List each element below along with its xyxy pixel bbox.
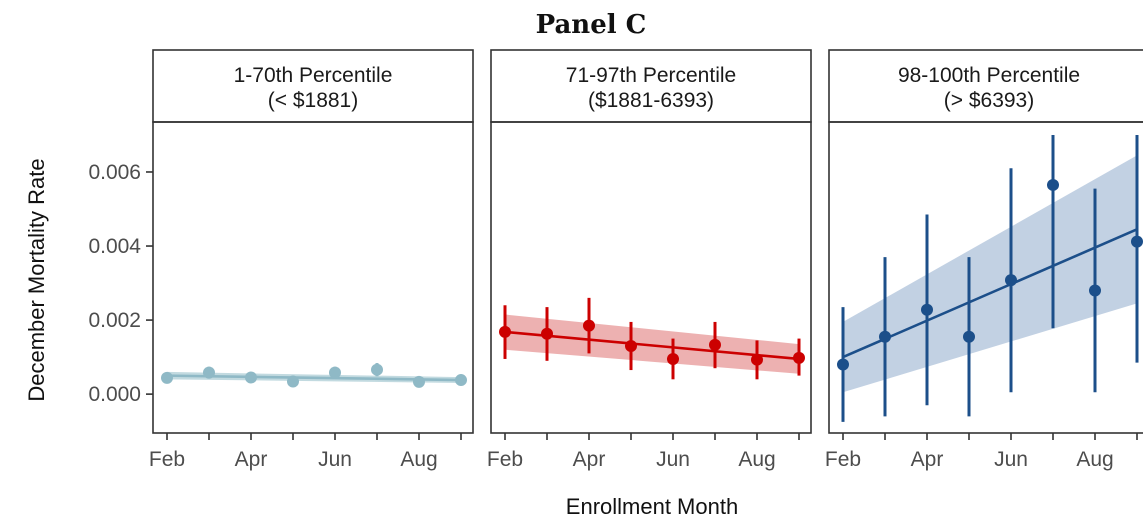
data-point	[203, 366, 215, 379]
data-point	[1005, 274, 1017, 287]
panel-border	[152, 121, 474, 434]
x-tick-label: Apr	[573, 448, 606, 471]
data-point	[1131, 235, 1143, 248]
data-point	[455, 374, 467, 387]
panel-border	[828, 121, 1143, 434]
x-tick-label: Jun	[656, 448, 690, 471]
x-tick-label: Aug	[1076, 448, 1113, 471]
facet-label-line1: 1-70th Percentile	[234, 64, 393, 87]
x-tick-label: Feb	[825, 448, 861, 471]
facet-panel-2: 71-97th Percentile($1881-6393) Feb Apr Jun A…	[487, 49, 812, 471]
x-tick-label: Jun	[994, 448, 1028, 471]
x-tick-label: Apr	[235, 448, 268, 471]
confidence-band	[843, 155, 1137, 393]
panel-plot-area	[499, 297, 805, 380]
x-axis-title: Enrollment Month	[566, 494, 738, 519]
fit-line	[504, 330, 800, 361]
data-point	[667, 352, 679, 365]
y-tick-label: 0.002	[88, 309, 141, 332]
y-tick-label: 0.000	[88, 383, 141, 406]
facet-label-line2: (< $1881)	[268, 89, 358, 112]
panel-plot-area	[837, 134, 1143, 422]
data-point	[921, 303, 933, 316]
data-point	[625, 339, 637, 352]
facet-label-line2: ($1881-6393)	[588, 89, 714, 112]
data-point	[1089, 284, 1101, 297]
facet-label-line2: (> $6393)	[944, 89, 1034, 112]
data-point	[837, 358, 849, 371]
data-point	[963, 330, 975, 343]
facet-strip	[828, 49, 1143, 123]
data-point	[1047, 178, 1059, 191]
data-point	[709, 338, 721, 351]
fit-line	[166, 374, 462, 382]
y-axis-title: December Mortality Rate	[24, 158, 49, 401]
x-tick-label: Jun	[318, 448, 352, 471]
facet-label-line1: 98-100th Percentile	[898, 64, 1080, 87]
fit-line	[842, 228, 1138, 359]
x-tick-label: Feb	[487, 448, 523, 471]
x-tick-label: Feb	[149, 448, 185, 471]
x-tick-label: Aug	[738, 448, 775, 471]
data-point	[499, 325, 511, 338]
data-point	[161, 371, 173, 384]
data-point	[413, 375, 425, 388]
facet-panels: 0.000 0.002 0.004 0.006 1-70th Percentile(< …	[88, 49, 1143, 471]
data-point	[751, 353, 763, 366]
panel-plot-area	[161, 363, 467, 388]
data-point	[245, 371, 257, 384]
x-tick-label: Aug	[400, 448, 437, 471]
data-point	[541, 327, 553, 340]
data-point	[583, 319, 595, 332]
data-point	[329, 366, 341, 379]
data-point	[793, 351, 805, 364]
data-point	[287, 375, 299, 388]
chart-title: Panel C	[536, 10, 647, 40]
x-tick-label: Apr	[911, 448, 944, 471]
data-point	[879, 330, 891, 343]
data-point	[371, 363, 383, 376]
facet-label-line1: 71-97th Percentile	[566, 64, 736, 87]
facet-strip	[152, 49, 474, 123]
facet-panel-1: 1-70th Percentile(< $1881) Feb Apr Jun Aug	[149, 49, 474, 471]
y-tick-label: 0.006	[88, 161, 141, 184]
y-tick-label: 0.004	[88, 235, 141, 258]
facet-strip	[490, 49, 812, 123]
panel-border	[490, 121, 812, 434]
facet-panel-3: 98-100th Percentile(> $6393) Feb Apr Jun Aug	[825, 49, 1143, 471]
